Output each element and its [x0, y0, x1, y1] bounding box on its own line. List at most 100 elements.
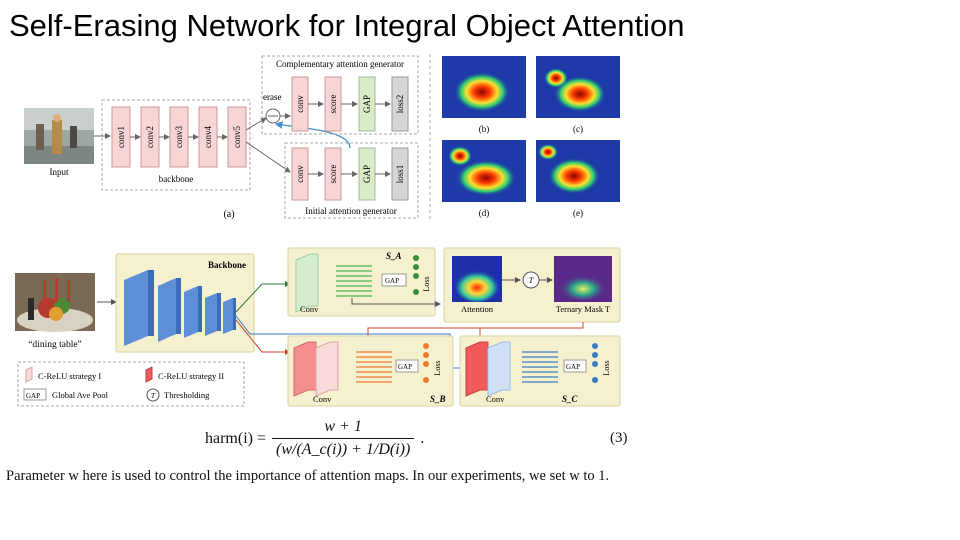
legend-thresholding: Thresholding	[164, 390, 210, 400]
conv-layer-2: conv2	[140, 106, 160, 168]
heatmap-d	[442, 140, 526, 202]
init-loss-label: loss1	[395, 165, 405, 184]
sa-panel	[287, 247, 436, 317]
heatmap-c	[536, 56, 620, 118]
sa-feature-maps	[336, 265, 372, 297]
equation: harm(i) = w + 1 (w/(A_c(i)) + 1/D(i)) .	[205, 418, 424, 459]
conv-layer-5-label: conv5	[232, 126, 242, 148]
equation-period: .	[420, 429, 425, 447]
sc-loss-label: Loss	[602, 360, 611, 375]
legend-gap-icon	[23, 388, 47, 401]
comp-loss-label: loss2	[395, 95, 405, 114]
conv-layer-2-label: conv2	[145, 126, 155, 148]
backbone-panel-label: Backbone	[208, 260, 246, 270]
sa-conv-block	[295, 253, 319, 313]
sc-gap-icon	[563, 359, 587, 373]
sc-gap-label: GAP	[566, 363, 580, 371]
backbone-layers	[124, 270, 236, 346]
sa-loss-label: Loss	[422, 276, 431, 291]
conv-layer-3: conv3	[169, 106, 189, 168]
heatmap-b-caption: (b)	[479, 124, 490, 134]
sc-conv-label: Conv	[486, 394, 505, 404]
figure-b: “dining table” Backbone S_A Conv GAP Los…	[15, 247, 621, 407]
sc-feature-maps	[522, 351, 558, 383]
attention-map	[452, 256, 502, 302]
backbone-label: backbone	[159, 174, 193, 184]
figure-a-caption: (a)	[223, 209, 234, 220]
legend-crelu2-swatch	[145, 366, 153, 383]
sb-label: S_B	[430, 394, 446, 404]
sc-conv-block-1	[465, 341, 489, 397]
sb-conv-block-1	[293, 341, 317, 397]
sa-label: S_A	[386, 251, 402, 261]
complementary-box	[261, 55, 419, 135]
sb-conv-block-2	[315, 341, 339, 397]
attention-label: Attention	[461, 304, 494, 314]
conv-layers: conv1 conv2 conv3 conv4 conv5	[111, 106, 247, 168]
sa-gap-label: GAP	[385, 277, 399, 285]
init-gap-label: GAP	[362, 165, 372, 183]
body-paragraph: Parameter w here is used to control the …	[6, 468, 610, 484]
input-photo	[24, 108, 94, 164]
ternary-mask	[554, 256, 612, 302]
legend	[17, 361, 245, 407]
sa-conv-label: Conv	[300, 304, 319, 314]
sb-loss-dots	[423, 343, 429, 383]
comp-loss-block	[391, 76, 409, 132]
input-label: Input	[50, 167, 69, 177]
equation-fraction: w + 1 (w/(A_c(i)) + 1/D(i))	[272, 418, 415, 459]
conv-layer-3-label: conv3	[174, 126, 184, 148]
comp-score-label: score	[328, 95, 338, 114]
conv-layer-1-label: conv1	[116, 126, 126, 148]
legend-gap-icon-label: GAP	[26, 392, 40, 400]
dining-table-photo	[15, 273, 95, 332]
heatmap-d-caption: (d)	[479, 208, 490, 218]
comp-gap-label: GAP	[362, 95, 372, 113]
equation-lhs: harm(i) =	[205, 429, 266, 447]
sa-gap-icon	[381, 273, 407, 287]
conv-layer-4: conv4	[198, 106, 218, 168]
complementary-title: Complementary attention generator	[276, 59, 404, 69]
init-score-label: score	[328, 165, 338, 184]
init-conv-label: conv	[295, 165, 305, 183]
image-caption: “dining table”	[28, 340, 82, 350]
sc-conv-block-2	[487, 341, 511, 397]
legend-crelu2: C-ReLU strategy II	[158, 371, 224, 381]
sa-loss-dots	[413, 255, 419, 295]
sb-feature-maps	[356, 351, 392, 383]
sb-gap-label: GAP	[398, 363, 412, 371]
to-sb-arrow	[235, 319, 291, 355]
comp-conv-label: conv	[295, 95, 305, 113]
initial-title: Initial attention generator	[305, 206, 396, 216]
slide-title: Self-Erasing Network for Integral Object…	[9, 8, 685, 43]
initial-box	[284, 142, 419, 219]
figure-a: Input backbone conv1 conv2 conv3 conv4 c…	[24, 54, 620, 222]
sb-gap-icon	[395, 359, 419, 373]
equation-numerator: w + 1	[324, 418, 362, 435]
legend-crelu1: C-ReLU strategy I	[38, 371, 101, 381]
heatmap-e	[536, 140, 620, 202]
to-sc-arrow	[235, 315, 467, 371]
sb-loss-label: Loss	[433, 360, 442, 375]
threshold-symbol: T	[529, 276, 534, 285]
sc-loss-dots	[592, 343, 598, 383]
conv-layer-1: conv1	[111, 106, 131, 168]
sa-to-attention-arrow	[351, 298, 441, 307]
conv-layer-4-label: conv4	[203, 126, 213, 148]
sc-label: S_C	[562, 394, 579, 404]
legend-gap: Global Ave Pool	[52, 390, 109, 400]
legend-crelu1-swatch	[25, 366, 33, 383]
heatmap-c-caption: (c)	[573, 124, 583, 134]
equation-denominator: (w/(A_c(i)) + 1/D(i))	[272, 438, 415, 459]
legend-threshold-icon	[146, 388, 160, 402]
sb-conv-label: Conv	[313, 394, 332, 404]
conv-layer-5: conv5	[227, 106, 247, 168]
to-sa-arrow	[235, 281, 291, 313]
heatmap-b	[442, 56, 526, 118]
erase-feedback-arrow	[274, 121, 351, 149]
init-loss-block	[391, 147, 409, 201]
legend-threshold-icon-label: T	[151, 391, 156, 400]
equation-number: (3)	[610, 430, 628, 446]
heatmap-e-caption: (e)	[573, 208, 583, 218]
ternary-label: Ternary Mask T	[556, 304, 611, 314]
